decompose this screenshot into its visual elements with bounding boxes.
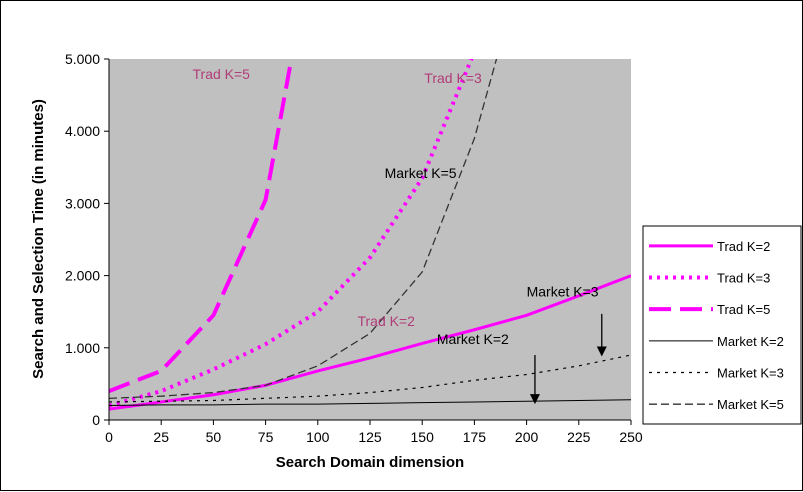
x-tick-label: 175 [463,429,487,445]
plot-area [109,59,631,420]
x-axis-title: Search Domain dimension [276,454,464,471]
x-tick-label: 250 [619,429,643,445]
series-annotation: Market K=3 [527,284,599,300]
y-tick-label: 0 [92,412,100,428]
x-tick-label: 25 [153,429,169,445]
series-line-4 [109,399,631,407]
legend-label: Trad K=3 [717,271,770,286]
series-line-6 [109,59,498,399]
y-tick-label: 3.000 [65,195,100,211]
x-tick-label: 125 [358,429,382,445]
annotations: Trad K=5 Trad K=3 Market K=5 Trad K=2 Market… [193,66,607,405]
legend-label: Market K=5 [717,397,784,412]
y-axis-title: Search and Selection Time (in minutes) [30,99,47,379]
series-annotation: Trad K=2 [357,313,415,329]
legend-label: Market K=2 [717,334,784,349]
x-tick-label: 225 [567,429,591,445]
arrow-head [596,346,607,357]
x-tick-label: 200 [515,429,539,445]
x-tick-label: 0 [105,429,113,445]
series-annotation: Market K=5 [385,165,457,181]
series-line-2 [109,59,474,408]
x-tick-label: 150 [411,429,435,445]
legend-label: Trad K=2 [717,239,770,254]
legend-box [642,225,802,425]
x-tick-label: 50 [206,429,222,445]
arrow-head [529,394,540,405]
series-line-3 [109,59,294,393]
series-annotation: Market K=2 [437,331,509,347]
legend: Trad K=2 Trad K=3 Trad K=5 Market K=2 Market… [642,225,802,425]
axes: 0 25 50 75 100 125 150 175 200 225 250 0 1.000 2.000 3… [65,51,643,445]
y-tick-label: 2.000 [65,268,100,284]
series-annotation: Trad K=5 [193,66,251,82]
series-line-1 [109,274,631,411]
x-tick-label: 100 [306,429,330,445]
legend-items: Trad K=2 Trad K=3 Trad K=5 Market K=2 Market… [649,239,784,412]
y-tick-label: 5.000 [65,51,100,67]
legend-label: Trad K=5 [717,302,770,317]
series-layer [109,59,631,411]
x-tick-label: 75 [258,429,274,445]
legend-label: Market K=3 [717,366,784,381]
y-tick-label: 1.000 [65,340,100,356]
y-tick-label: 4.000 [65,123,100,139]
series-annotation: Trad K=3 [424,70,482,86]
